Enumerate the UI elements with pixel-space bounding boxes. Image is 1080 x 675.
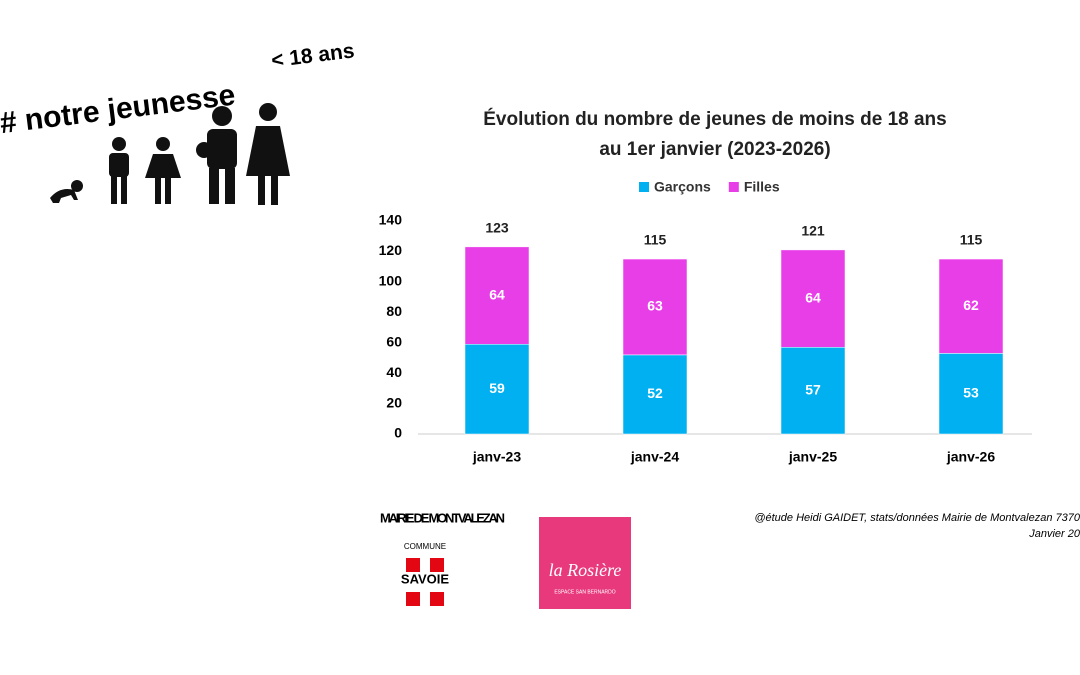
bar-segment	[780, 249, 846, 348]
y-tick-label: 0	[394, 425, 402, 441]
x-tick-label: janv-26	[946, 449, 995, 465]
y-tick-label: 40	[386, 364, 402, 380]
commune-label: COMMUNE	[404, 542, 446, 551]
header: # notre jeunesse < 18 ans	[0, 39, 356, 141]
y-tick-label: 20	[386, 394, 402, 410]
total-label: 121	[801, 223, 825, 239]
legend-label: Filles	[744, 179, 780, 195]
y-tick-label: 80	[386, 303, 402, 319]
x-tick-label: janv-23	[472, 449, 521, 465]
credit: @étude Heidi GAIDET, stats/données Mairi…	[754, 512, 1080, 524]
y-tick-label: 100	[379, 273, 403, 289]
total-label: 115	[960, 232, 983, 248]
chart-title: au 1er janvier (2023-2026)	[599, 139, 830, 160]
family-icons	[50, 103, 290, 205]
chart-title: Évolution du nombre de jeunes de moins d…	[483, 108, 946, 130]
total-label: 123	[485, 220, 509, 236]
legend-label: Garçons	[654, 179, 711, 195]
segment-label: 53	[963, 384, 979, 400]
bar-segment	[780, 347, 846, 435]
x-tick-label: janv-25	[788, 449, 837, 465]
mairie-label: MAIRIE DE MONTVALEZAN	[380, 510, 505, 525]
bar-segment	[938, 353, 1004, 435]
rosiere-logo	[539, 517, 631, 609]
credit: Janvier 20	[1028, 528, 1080, 540]
bar-segment	[938, 258, 1004, 354]
bar-segment	[622, 258, 688, 356]
bar-segment	[464, 343, 530, 435]
header-subtitle: < 18 ans	[270, 39, 356, 72]
segment-label: 52	[647, 385, 663, 401]
segment-label: 63	[647, 298, 663, 314]
segment-label: 59	[489, 380, 505, 396]
y-tick-label: 140	[379, 212, 403, 228]
segment-label: 64	[805, 289, 821, 305]
x-tick-label: janv-24	[630, 449, 679, 465]
rosiere-label: la Rosière	[549, 560, 622, 580]
bar-segment	[622, 354, 688, 435]
segment-label: 62	[963, 297, 979, 313]
total-label: 115	[644, 232, 667, 248]
savoie-cross	[406, 558, 444, 606]
header-title: # notre jeunesse	[0, 79, 237, 141]
rosiere-sub: ESPACE SAN BERNARDO	[554, 589, 615, 595]
y-tick-label: 60	[386, 333, 402, 349]
legend-swatch	[728, 182, 739, 192]
bar-segment	[464, 246, 530, 345]
savoie-label: SAVOIE	[401, 571, 449, 586]
segment-label: 64	[489, 286, 505, 302]
segment-label: 57	[805, 381, 821, 397]
legend-swatch	[639, 182, 649, 192]
y-tick-label: 120	[379, 242, 403, 258]
